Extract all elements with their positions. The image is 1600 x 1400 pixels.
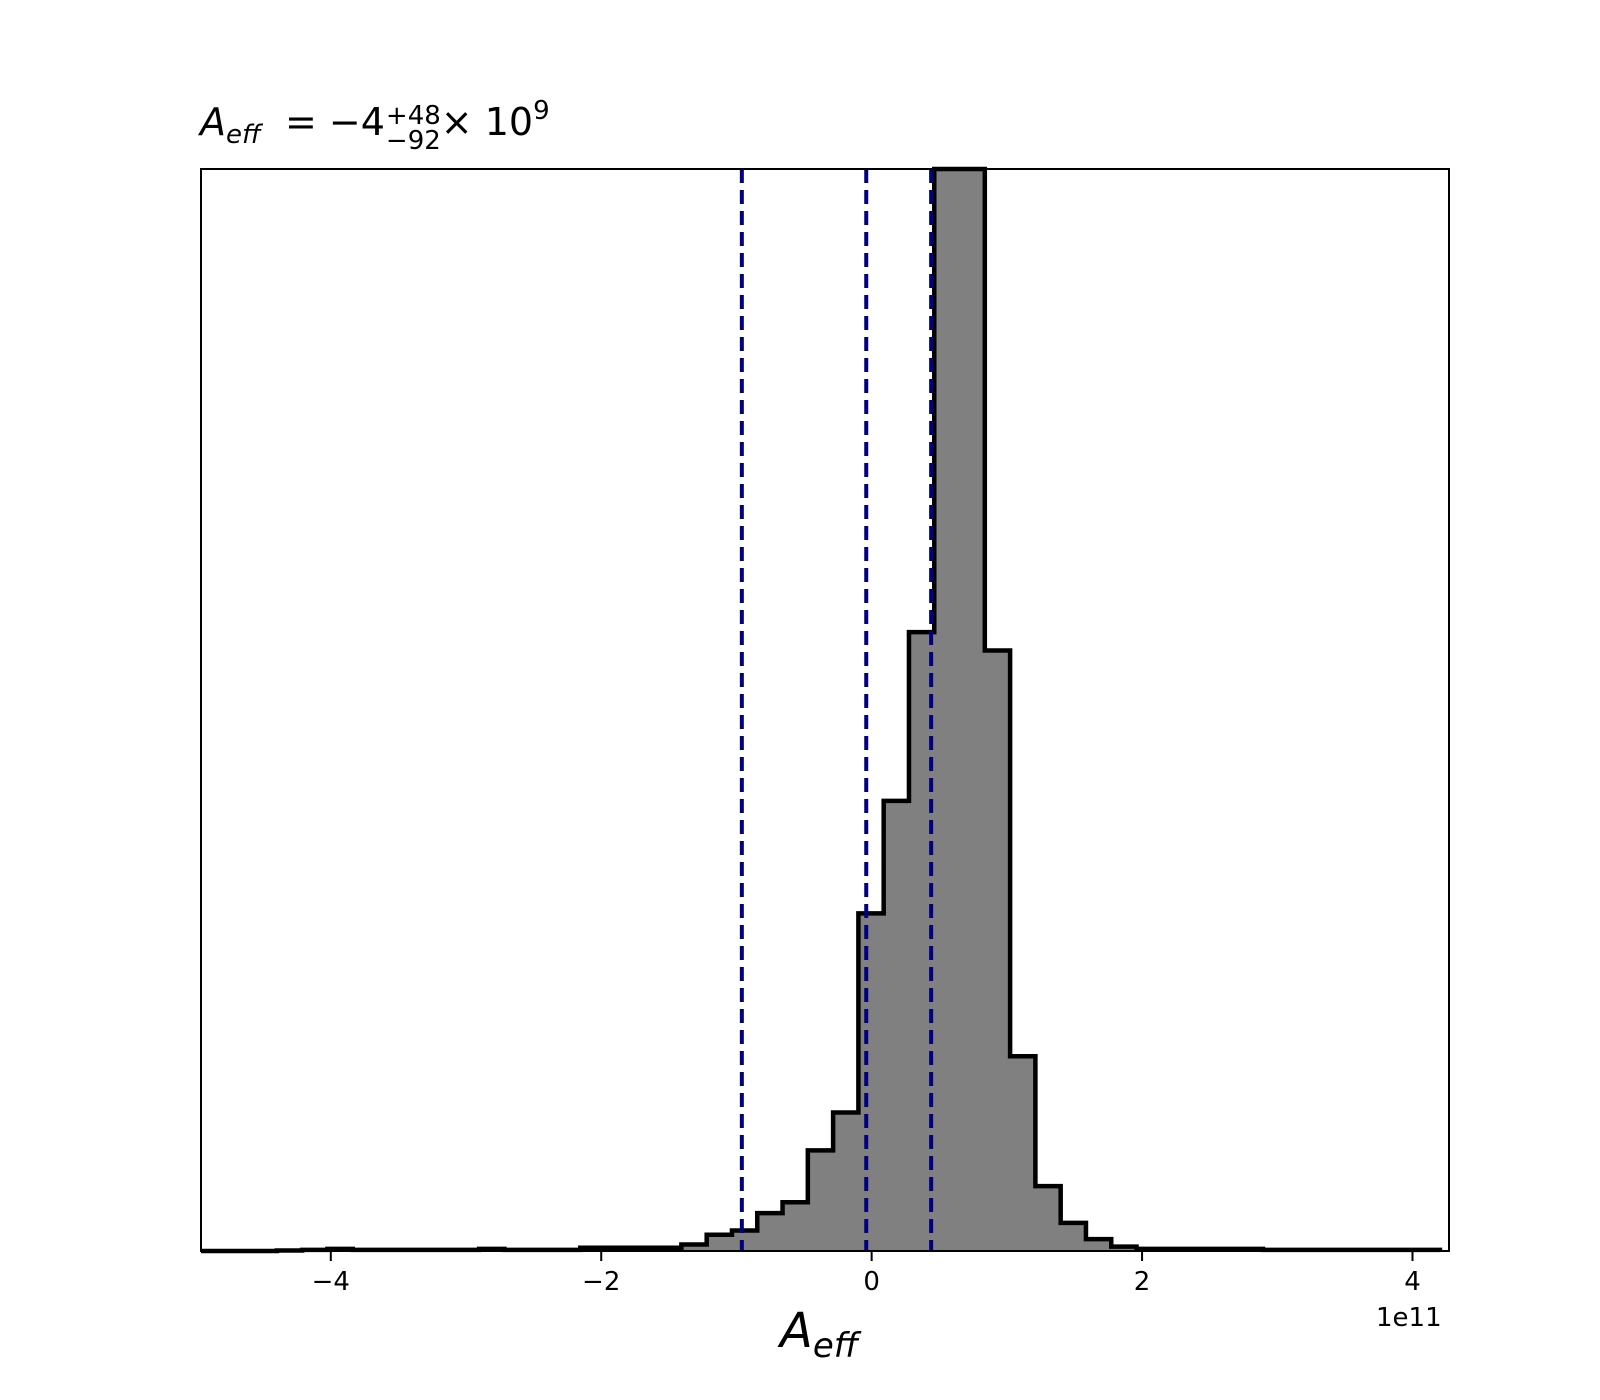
credible-interval-lines	[739, 169, 934, 1251]
title-lower-error: −92	[385, 126, 441, 156]
plot-frame	[200, 168, 1450, 1252]
x-tick-label: 4	[1404, 1267, 1421, 1297]
x-tick-label: −4	[312, 1267, 350, 1297]
x-axis-offset-label: 1e11	[1376, 1303, 1442, 1333]
x-axis-label-symbol: A	[780, 1303, 813, 1359]
chart-title: Aeff = −4 +48 −92 × 109	[200, 96, 550, 154]
x-axis-label: Aeff	[780, 1303, 858, 1366]
histogram-edge	[201, 166, 1443, 1254]
x-tick-label: 0	[863, 1267, 880, 1297]
title-upper-error: +48	[385, 101, 441, 131]
title-times: × 10	[440, 100, 534, 144]
x-axis-ticks: −4 −2 0 2 4	[312, 1251, 1421, 1297]
x-tick-label: 2	[1134, 1267, 1151, 1297]
title-exponent: 9	[533, 96, 550, 126]
x-axis-label-subscript: eff	[812, 1326, 859, 1366]
x-tick-label: −2	[582, 1267, 620, 1297]
title-equals: =	[284, 100, 317, 144]
title-value: −4	[328, 100, 385, 144]
title-symbol: A	[200, 100, 226, 144]
plot-area-background	[201, 169, 1449, 1251]
title-uncertainty: +48 −92	[385, 101, 441, 156]
title-subscript: eff	[226, 120, 261, 150]
